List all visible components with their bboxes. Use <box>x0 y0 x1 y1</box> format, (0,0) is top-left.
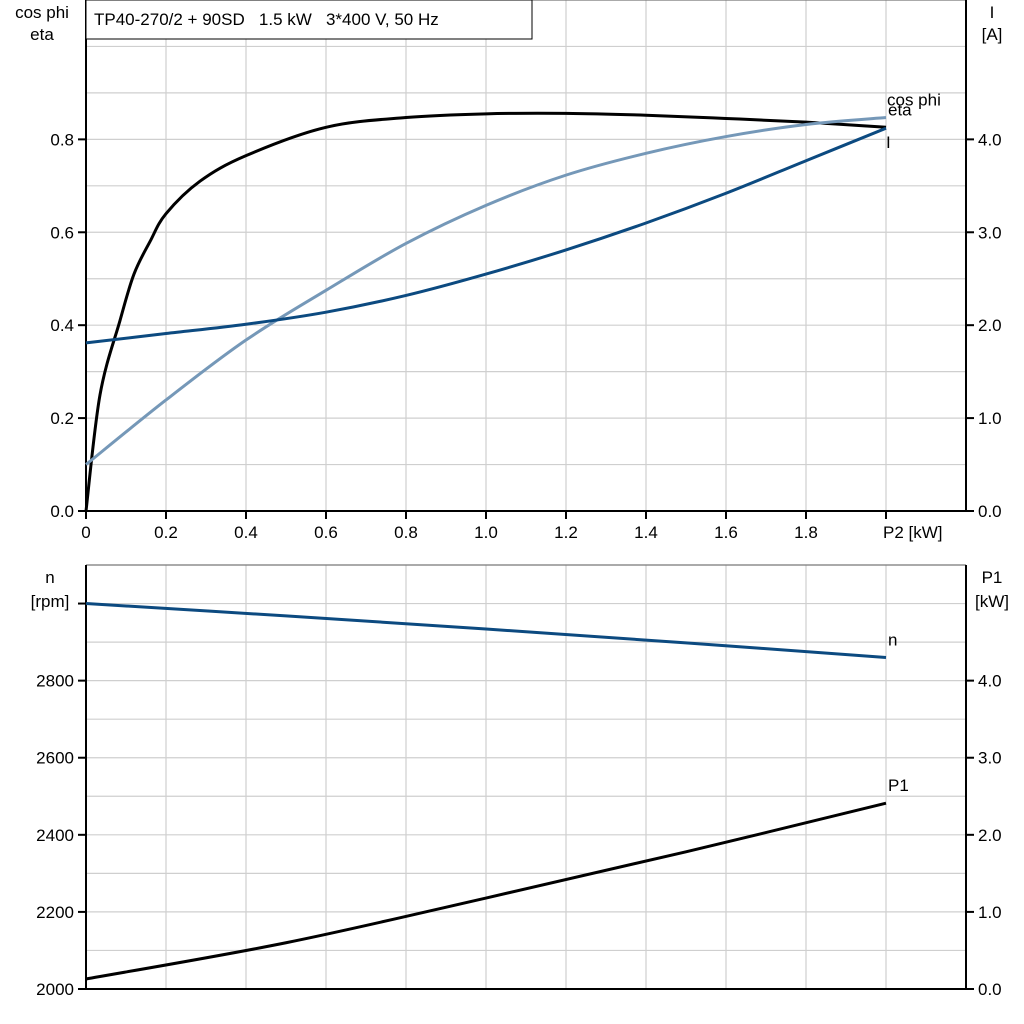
left-axis-label: n <box>45 568 54 587</box>
top-chart: 0.0 0.2 0.4 0.6 0.8 0.0 1.0 2.0 3.0 4.0 0 0.2 0.4 0.6… <box>15 0 1002 542</box>
x-tick-label: 1.0 <box>474 523 498 542</box>
series-line-eta <box>84 111 887 512</box>
x-tick-label: 0.4 <box>234 523 258 542</box>
right-tick-label: 1.0 <box>978 903 1002 922</box>
right-tick-label: 4.0 <box>978 130 1002 149</box>
x-tick-label: 1.4 <box>634 523 658 542</box>
right-tick-label: 0.0 <box>978 502 1002 521</box>
chart-title: TP40-270/2 + 90SD 1.5 kW 3*400 V, 50 Hz <box>94 10 439 29</box>
left-tick-label: 2600 <box>36 749 74 768</box>
right-axis-label: P1 <box>982 568 1003 587</box>
series-line-n <box>85 602 887 660</box>
right-tick-label: 4.0 <box>978 672 1002 691</box>
right-tick-label: 3.0 <box>978 749 1002 768</box>
x-tick-label: 1.8 <box>794 523 818 542</box>
left-tick-label: 0.0 <box>50 502 74 521</box>
left-tick-label: 2800 <box>36 672 74 691</box>
series-label-I: I <box>886 133 891 152</box>
x-tick-label: 0 <box>81 523 90 542</box>
right-tick-label: 0.0 <box>978 980 1002 999</box>
x-tick-label: 1.2 <box>554 523 578 542</box>
left-axis-label: cos phi <box>15 3 69 22</box>
x-axis-label: P2 [kW] <box>883 523 943 542</box>
series-line-cos-phi <box>85 116 887 466</box>
right-tick-label: 2.0 <box>978 826 1002 845</box>
series-label-P1: P1 <box>888 776 909 795</box>
right-tick-label: 3.0 <box>978 223 1002 242</box>
left-axis-unit: [rpm] <box>31 592 70 611</box>
left-tick-label: 0.6 <box>50 223 74 242</box>
series-label-eta: eta <box>888 100 912 119</box>
left-tick-label: 2000 <box>36 980 74 999</box>
left-tick-label: 2200 <box>36 903 74 922</box>
right-tick-label: 2.0 <box>978 316 1002 335</box>
x-tick-label: 0.6 <box>314 523 338 542</box>
x-tick-label: 1.6 <box>714 523 738 542</box>
right-axis-unit: [A] <box>982 25 1003 44</box>
bottom-chart: 2000 2200 2400 2600 2800 0.0 1.0 2.0 3.0 4.0 n [rpm… <box>31 564 1009 999</box>
series-line-P1 <box>85 801 887 981</box>
left-tick-label: 2400 <box>36 826 74 845</box>
left-axis-unit: eta <box>30 25 54 44</box>
x-tick-label: 0.8 <box>394 523 418 542</box>
left-tick-label: 0.2 <box>50 409 74 428</box>
x-tick-label: 0.2 <box>154 523 178 542</box>
series-line-I <box>85 126 887 345</box>
title-box: TP40-270/2 + 90SD 1.5 kW 3*400 V, 50 Hz <box>85 0 533 40</box>
right-tick-label: 1.0 <box>978 409 1002 428</box>
right-axis-unit: [kW] <box>975 592 1009 611</box>
left-tick-label: 0.8 <box>50 130 74 149</box>
series-label-n: n <box>888 631 897 650</box>
series-label-cos-phi: cos phi <box>887 91 941 110</box>
right-axis-label: I <box>990 3 995 22</box>
left-tick-label: 0.4 <box>50 316 74 335</box>
